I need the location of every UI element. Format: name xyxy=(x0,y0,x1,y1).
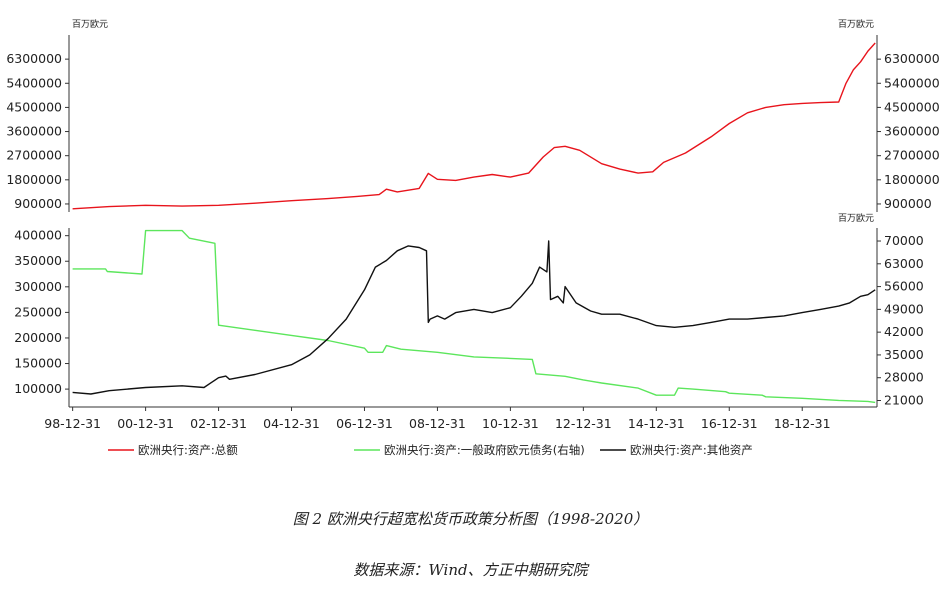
lower-panel: 百万欧元 100000 150000 200000 250000 300000 35000… xyxy=(14,212,924,431)
upper-right-tick-label: 4500000 xyxy=(884,99,940,114)
upper-left-tick-label: 1800000 xyxy=(6,172,62,187)
lower-series xyxy=(72,229,876,404)
series-line-total-assets xyxy=(72,42,876,210)
x-tick-label: 16-12-31 xyxy=(701,416,758,431)
legend-label-total: 欧洲央行:资产:总额 xyxy=(138,443,238,457)
x-tick-label: 06-12-31 xyxy=(336,416,393,431)
chart-svg: 百万欧元 百万欧元 900000 1800000 2700000 3600000 450… xyxy=(6,18,940,457)
lower-left-tick-label: 350000 xyxy=(14,253,62,268)
upper-right-unit: 百万欧元 xyxy=(838,18,874,30)
lower-left-tick-label: 200000 xyxy=(14,330,62,345)
legend-label-govdebt: 欧洲央行:资产:一般政府欧元债务(右轴) xyxy=(384,443,585,457)
upper-left-tick-label: 3600000 xyxy=(6,124,62,139)
lower-left-tick-label: 400000 xyxy=(14,228,62,243)
x-tick-label: 02-12-31 xyxy=(190,416,247,431)
upper-left-tick-label: 4500000 xyxy=(6,99,62,114)
upper-left-tick-label: 900000 xyxy=(14,196,62,211)
upper-right-tick-label: 5400000 xyxy=(884,75,940,90)
upper-right-tick-label: 1800000 xyxy=(884,172,940,187)
lower-left-tick-label: 100000 xyxy=(14,381,62,396)
upper-left-tick-label: 6300000 xyxy=(6,51,62,66)
upper-left-tick-label: 5400000 xyxy=(6,75,62,90)
x-tick-label: 12-12-31 xyxy=(555,416,612,431)
lower-right-tick-label: 21000 xyxy=(884,392,924,407)
upper-left-tick-label: 2700000 xyxy=(6,148,62,163)
lower-right-unit: 百万欧元 xyxy=(838,212,874,224)
upper-right-ticks: 900000 1800000 2700000 3600000 4500000 540000… xyxy=(877,51,940,211)
lower-left-tick-label: 250000 xyxy=(14,304,62,319)
lower-right-tick-label: 28000 xyxy=(884,370,924,385)
series-line-other-assets xyxy=(72,240,876,395)
lower-left-tick-label: 150000 xyxy=(14,356,62,371)
x-tick-label: 08-12-31 xyxy=(409,416,466,431)
lower-right-tick-label: 63000 xyxy=(884,256,924,271)
lower-right-tick-label: 49000 xyxy=(884,301,924,316)
legend: 欧洲央行:资产:总额 欧洲央行:资产:一般政府欧元债务(右轴) 欧洲央行:资产:… xyxy=(108,443,753,457)
figure-source: 数据来源：Wind、方正中期研究院 xyxy=(353,561,588,579)
lower-right-tick-label: 42000 xyxy=(884,324,924,339)
lower-left-tick-label: 300000 xyxy=(14,279,62,294)
x-tick-label: 10-12-31 xyxy=(482,416,539,431)
lower-left-ticks: 100000 150000 200000 250000 300000 350000 4000… xyxy=(14,228,69,396)
x-tick-label: 98-12-31 xyxy=(44,416,101,431)
lower-right-tick-label: 70000 xyxy=(884,233,924,248)
upper-series xyxy=(72,42,876,210)
x-tick-label: 18-12-31 xyxy=(774,416,831,431)
x-tick-label: 04-12-31 xyxy=(263,416,320,431)
upper-panel: 百万欧元 百万欧元 900000 1800000 2700000 3600000 450… xyxy=(6,18,940,212)
x-axis-ticks: 98-12-31 00-12-31 02-12-31 04-12-31 06-12-31… xyxy=(44,407,831,431)
upper-left-unit: 百万欧元 xyxy=(72,18,108,30)
upper-right-tick-label: 900000 xyxy=(884,196,932,211)
lower-right-tick-label: 35000 xyxy=(884,347,924,362)
upper-right-tick-label: 2700000 xyxy=(884,148,940,163)
lower-right-tick-label: 56000 xyxy=(884,279,924,294)
upper-right-tick-label: 3600000 xyxy=(884,124,940,139)
lower-right-ticks: 21000 28000 35000 42000 49000 56000 63000 70000 xyxy=(877,233,924,407)
upper-right-tick-label: 6300000 xyxy=(884,51,940,66)
figure-title: 图 2 欧洲央行超宽松货币政策分析图（1998-2020） xyxy=(292,510,649,528)
x-tick-label: 14-12-31 xyxy=(628,416,685,431)
series-line-gov-debt xyxy=(72,229,876,404)
upper-left-ticks: 900000 1800000 2700000 3600000 4500000 540000… xyxy=(6,51,69,211)
x-tick-label: 00-12-31 xyxy=(117,416,174,431)
legend-label-other: 欧洲央行:资产:其他资产 xyxy=(630,443,753,457)
